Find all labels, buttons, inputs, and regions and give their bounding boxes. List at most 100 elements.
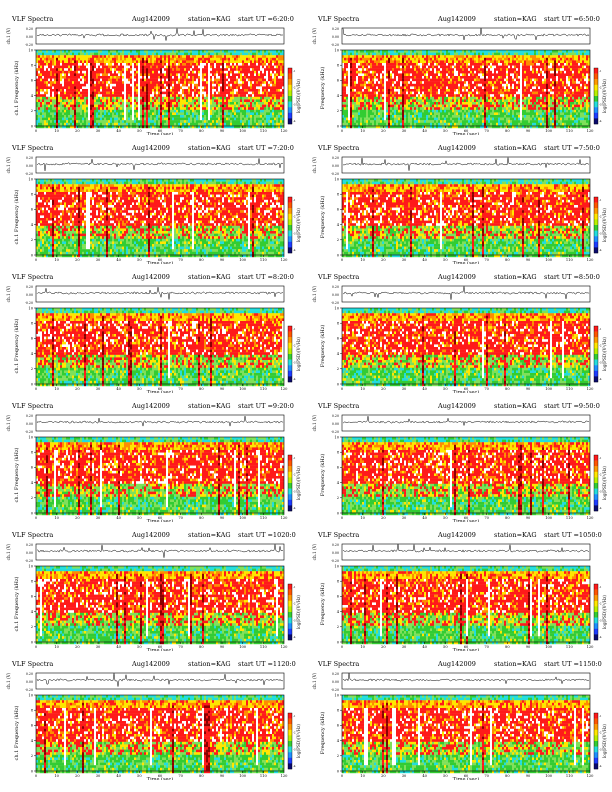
waveform-trace bbox=[36, 415, 284, 427]
colorbar-segment bbox=[594, 202, 598, 209]
colorbar-segment bbox=[288, 634, 292, 641]
time-tick-label: 70 bbox=[484, 258, 489, 262]
colorbar-tick-label: -1 bbox=[293, 714, 296, 718]
freq-tick-label: 6 bbox=[31, 595, 34, 599]
time-tick-label: 110 bbox=[260, 387, 268, 391]
time-tick-label: 30 bbox=[96, 387, 101, 391]
waveform-tick-label: -0.20 bbox=[25, 172, 33, 176]
colorbar-tick-label: -2 bbox=[293, 731, 296, 735]
colorbar-segment bbox=[594, 505, 598, 512]
time-tick-label: 90 bbox=[526, 645, 531, 649]
time-tick-label: 120 bbox=[281, 129, 289, 133]
time-tick-label: 60 bbox=[158, 774, 163, 778]
colorbar-tick-label: -3 bbox=[599, 747, 602, 751]
colorbar-segment bbox=[288, 331, 292, 338]
spectrogram-panel: VLF Spectra Aug142009 station=KAG start UT … bbox=[6, 144, 301, 264]
time-tick-label: 110 bbox=[260, 774, 268, 778]
freq-tick-label: 4 bbox=[31, 610, 34, 614]
freq-tick-label: 8 bbox=[337, 64, 340, 68]
colorbar-segment bbox=[288, 505, 292, 512]
colorbar-segment bbox=[594, 331, 598, 338]
waveform-trace bbox=[342, 28, 590, 41]
waveform-box bbox=[35, 156, 285, 174]
time-tick-label: 80 bbox=[505, 516, 510, 520]
freq-tick-label: 8 bbox=[337, 193, 340, 197]
freq-tick-label: 4 bbox=[31, 223, 34, 227]
waveform-tick-label: 0.20 bbox=[26, 414, 33, 418]
time-tick-label: 120 bbox=[587, 258, 595, 262]
panel-header-title: VLF Spectra bbox=[317, 531, 359, 539]
colorbar-segment bbox=[288, 68, 292, 74]
freq-tick-label: 10 bbox=[334, 564, 339, 568]
time-tick-label: 110 bbox=[260, 258, 268, 262]
time-tick-label: 20 bbox=[75, 387, 80, 391]
colorbar-segment bbox=[288, 494, 292, 500]
panel-header-station: station=KAG bbox=[188, 531, 231, 539]
time-tick-label: 90 bbox=[526, 129, 531, 133]
time-tick-label: 20 bbox=[381, 645, 386, 649]
colorbar-tick-label: -4 bbox=[293, 764, 296, 768]
time-tick-label: 90 bbox=[220, 516, 225, 520]
colorbar-segment bbox=[594, 197, 598, 203]
freq-tick-label: 0 bbox=[337, 769, 340, 773]
time-tick-label: 0 bbox=[341, 516, 344, 520]
spectrogram-image bbox=[342, 437, 590, 516]
time-tick-label: 120 bbox=[281, 258, 289, 262]
colorbar-segment bbox=[288, 236, 292, 242]
panel-header-date: Aug142009 bbox=[131, 273, 170, 281]
time-tick-label: 110 bbox=[566, 129, 574, 133]
waveform-box bbox=[341, 285, 591, 303]
freq-tick-label: 0 bbox=[31, 253, 34, 257]
time-tick-label: 80 bbox=[505, 645, 510, 649]
time-tick-label: 30 bbox=[402, 516, 407, 520]
colorbar-segment bbox=[288, 79, 292, 85]
colorbar-label: log(PSD)(V²/Hz) bbox=[602, 337, 607, 371]
time-axis-label: Time (sec) bbox=[147, 647, 173, 652]
colorbar-segment bbox=[288, 735, 292, 742]
colorbar-segment bbox=[288, 213, 292, 220]
colorbar-frame bbox=[593, 454, 599, 512]
time-tick-label: 60 bbox=[158, 645, 163, 649]
time-tick-label: 0 bbox=[35, 387, 38, 391]
waveform-tick-label: -0.20 bbox=[331, 688, 339, 692]
colorbar-segment bbox=[288, 628, 292, 635]
colorbar-tick-label: -2 bbox=[293, 344, 296, 348]
colorbar-label: log(PSD)(V²/Hz) bbox=[602, 724, 607, 758]
colorbar-segment bbox=[288, 589, 292, 596]
waveform-tick-label: 0.00 bbox=[332, 680, 339, 684]
time-tick-label: 90 bbox=[220, 258, 225, 262]
colorbar-segment bbox=[288, 460, 292, 467]
time-tick-label: 40 bbox=[422, 645, 427, 649]
colorbar-label: log(PSD)(V²/Hz) bbox=[296, 595, 301, 629]
colorbar-segment bbox=[594, 623, 598, 629]
waveform-tick-label: 0.20 bbox=[26, 543, 33, 547]
spectrogram-image bbox=[36, 179, 284, 258]
waveform-axis-label: ch.1 (V) bbox=[6, 156, 11, 173]
colorbar-segment bbox=[288, 359, 292, 366]
colorbar-tick-label: -2 bbox=[599, 86, 602, 90]
waveform-axis-label: ch.1 (V) bbox=[6, 543, 11, 560]
spectrogram-panel: VLF Spectra Aug142009 station=KAG start UT … bbox=[312, 660, 607, 780]
freq-tick-label: 2 bbox=[337, 496, 339, 500]
waveform-trace bbox=[342, 544, 590, 553]
freq-tick-label: 8 bbox=[31, 709, 34, 713]
freq-tick-label: 0 bbox=[337, 124, 340, 128]
time-tick-label: 30 bbox=[96, 645, 101, 649]
time-tick-label: 80 bbox=[199, 645, 204, 649]
frequency-axis-label: Frequency (kHz) bbox=[319, 196, 326, 239]
waveform-axis-label: ch.1 (V) bbox=[6, 672, 11, 689]
colorbar-segment bbox=[288, 623, 292, 629]
freq-tick-label: 2 bbox=[337, 625, 339, 629]
colorbar-tick-label: -2 bbox=[599, 215, 602, 219]
waveform-tick-label: -0.20 bbox=[331, 43, 339, 47]
colorbar-tick-label: -3 bbox=[599, 489, 602, 493]
time-tick-label: 40 bbox=[116, 516, 121, 520]
spectrogram-image bbox=[36, 695, 284, 774]
freq-tick-label: 4 bbox=[337, 223, 340, 227]
colorbar-tick-label: -4 bbox=[293, 119, 296, 123]
time-tick-label: 120 bbox=[587, 645, 595, 649]
time-tick-label: 0 bbox=[35, 516, 38, 520]
spectrogram-panel: VLF Spectra Aug142009 station=KAG start UT … bbox=[312, 144, 607, 264]
panel-header-start-ut: start UT =7:50:0 bbox=[544, 144, 600, 152]
waveform-tick-label: 0.00 bbox=[332, 551, 339, 555]
